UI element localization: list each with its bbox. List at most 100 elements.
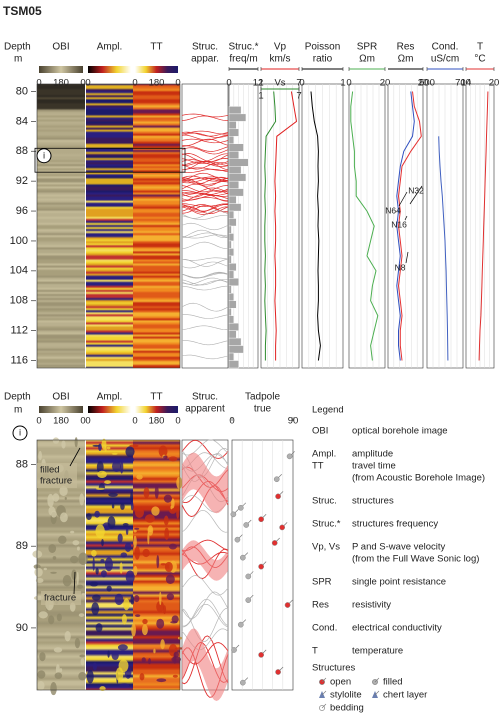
image-texture [100,570,107,578]
structure-trace [181,635,229,685]
image-texture [111,503,115,509]
image-texture [134,546,140,560]
image-texture [59,668,63,673]
struc-title: Struc. [192,392,218,403]
y-tick-label: 90 [16,622,28,634]
structure-trace [181,153,229,163]
image-texture [52,493,60,502]
image-texture [108,492,118,497]
freq-bar [228,337,242,346]
structure-trace [181,192,229,197]
image-frame [36,83,181,369]
tadpole [258,652,264,658]
image-texture [134,594,140,603]
image-texture [127,457,135,463]
freq-bar [228,158,249,167]
image-texture [92,662,98,671]
image-texture [59,485,68,497]
track-unit: true [254,404,272,415]
x-tick-label: 20 [489,78,500,89]
image-texture [37,680,45,691]
image-texture [111,452,118,455]
image-texture [163,515,169,526]
colorbar [135,66,178,73]
structure-trace [181,206,229,215]
structure-trace [181,302,229,312]
image-texture [39,652,46,662]
freq-bar [228,352,235,361]
image-texture [163,605,167,615]
image-texture [79,654,86,658]
track-unit: ratio [313,54,333,65]
image-texture [135,614,141,617]
image-texture [173,651,179,658]
freq-bar [228,151,239,159]
structure-trace [182,259,229,267]
structure-trace [181,575,229,596]
image-texture [166,593,175,601]
image-texture [141,624,148,636]
image-texture [59,512,68,523]
annotation-arrow [398,191,408,207]
structure-trace [181,187,229,195]
image-texture [156,554,160,569]
structure-trace [181,161,229,167]
image-texture [48,615,55,625]
track-title: Cond. [432,42,459,53]
image-texture [111,460,121,472]
y-tick-label: 88 [16,458,28,470]
image-texture [78,552,88,565]
freq-bar [228,263,237,272]
tadpole [239,679,246,686]
structure-trace [181,439,229,459]
tadpole [243,522,250,528]
image-texture [134,527,140,530]
structure-trace [181,232,229,238]
structure-trace [181,190,229,195]
image-texture [125,527,129,536]
colorbar-tick-label: 0 [80,416,85,427]
borehole-image [37,84,85,368]
y-tick-label: 104 [10,265,28,277]
freq-bar [228,300,237,309]
image-texture [86,513,92,520]
structure-trace [181,134,229,141]
image-frame [36,439,181,691]
image-texture [176,505,180,519]
image-texture [114,593,124,606]
annotation-bg [41,591,81,605]
annotation: filled [40,465,60,476]
y-tick-label: 88 [16,145,28,157]
image-texture [54,672,63,679]
struc-title: Struc. [192,42,218,53]
image-texture [107,650,110,658]
colorbar [135,406,178,413]
legend-desc: resistivity [352,600,391,611]
legend-desc: (from the Full Wave Sonic log) [352,554,479,565]
freq-bar [228,128,239,137]
y-tick-label: 100 [10,235,28,247]
image-texture [134,507,144,518]
structure-trace [181,131,229,137]
track-title: SPR [357,42,378,53]
annotation-arrow [69,447,81,467]
image-texture [97,470,107,479]
freq-bar [228,233,235,242]
log-curve [478,91,489,361]
detail-marker [12,425,28,441]
structure-trace [181,261,229,269]
structure-trace [181,115,229,121]
image-texture [147,531,150,545]
image-texture [158,445,168,458]
image-texture [120,461,124,474]
freq-bar [228,270,235,279]
tadpole [258,516,264,523]
x-tick-label: 7 [296,78,301,89]
colorbar [39,66,83,73]
image-texture [118,659,129,673]
image-texture [76,571,79,585]
image-texture [79,493,85,506]
legend-key: Vp, Vs [312,542,340,553]
structure-trace [181,591,229,619]
